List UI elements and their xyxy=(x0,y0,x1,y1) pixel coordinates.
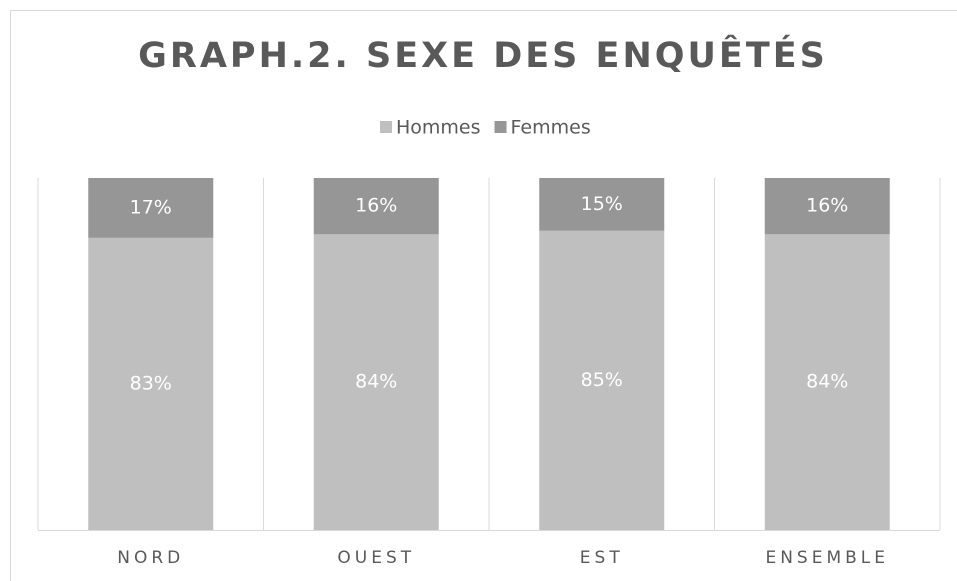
bar-segment xyxy=(539,230,665,531)
bar-segment xyxy=(88,237,214,530)
legend-label: Femmes xyxy=(511,117,591,139)
bar-segment xyxy=(539,178,665,231)
bar-segment xyxy=(764,234,890,530)
data-label: 85% xyxy=(581,369,623,391)
legend-swatch xyxy=(380,121,392,133)
x-tick-label: NORD xyxy=(117,548,184,568)
data-label: 83% xyxy=(130,372,172,394)
data-label: 16% xyxy=(355,195,397,217)
bar-segment xyxy=(764,178,890,235)
bar-segment xyxy=(313,234,439,530)
bar-segment xyxy=(313,178,439,235)
data-label: 17% xyxy=(130,196,172,218)
data-label: 84% xyxy=(806,371,848,393)
legend-swatch xyxy=(494,121,507,133)
x-tick-label: EST xyxy=(580,548,624,568)
data-label: 15% xyxy=(581,193,623,215)
legend-label: Hommes xyxy=(396,117,481,139)
x-tick-label: ENSEMBLE xyxy=(765,548,889,568)
chart-title: GRAPH.2. SEXE DES ENQUÊTÉS xyxy=(138,34,828,76)
x-tick-label: OUEST xyxy=(337,548,415,568)
data-label: 16% xyxy=(806,195,848,217)
data-label: 84% xyxy=(355,371,397,393)
bar-segment xyxy=(88,178,214,238)
